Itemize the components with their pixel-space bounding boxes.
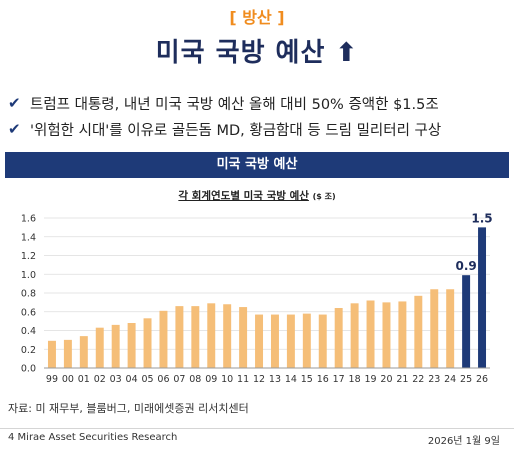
bullet-text: 트럼프 대통령, 내년 미국 국방 예산 올해 대비 50% 증액한 $1.5조: [30, 96, 439, 113]
bar: [79, 336, 88, 368]
chart-title: 각 회계연도별 미국 국방 예산 ($ 조): [0, 188, 514, 203]
chart-title-text: 각 회계연도별 미국 국방 예산: [178, 190, 309, 202]
bar: [111, 324, 120, 368]
y-tick-label: 1.2: [21, 251, 36, 262]
bar: [143, 318, 152, 368]
data-label: 0.9: [455, 259, 476, 273]
bar: [159, 310, 168, 368]
x-tick-label: 05: [141, 374, 153, 385]
bar: [47, 340, 56, 368]
x-tick-label: 21: [396, 374, 408, 385]
bar: [223, 304, 232, 368]
section-banner: 미국 국방 예산: [5, 152, 509, 178]
y-tick-label: 0.2: [21, 345, 36, 356]
x-tick-label: 17: [333, 374, 345, 385]
bar: [318, 314, 327, 368]
bar: [398, 301, 407, 368]
data-label: 1.5: [471, 211, 492, 225]
x-tick-label: 04: [126, 374, 138, 385]
bar: [350, 303, 359, 368]
x-tick-label: 07: [173, 374, 185, 385]
bullet-item: ✔ '위험한 시대'를 이유로 골든돔 MD, 황금함대 등 드림 밀리터리 구…: [8, 116, 508, 142]
chart-title-unit: ($ 조): [312, 192, 336, 201]
y-tick-label: 0.4: [21, 326, 36, 337]
x-tick-label: 08: [189, 374, 201, 385]
x-tick-label: 15: [301, 374, 313, 385]
x-tick-label: 18: [349, 374, 361, 385]
x-tick-label: 00: [62, 374, 74, 385]
y-tick-label: 1.4: [21, 232, 36, 243]
bullet-list: ✔ 트럼프 대통령, 내년 미국 국방 예산 올해 대비 50% 증액한 $1.…: [8, 90, 508, 142]
bar: [366, 300, 375, 368]
bar-chart: 0.0 0.2 0.4 0.6 0.8 1.0 1.2 1.4 1.6 99 00 01 02 03 04…: [21, 211, 493, 385]
data-labels: 0.9 1.5: [455, 211, 492, 273]
y-tick-label: 0.0: [21, 364, 36, 375]
x-axis-ticks: 99 00 01 02 03 04 05 06 07 08 09 10 11 12 13 14 15 16 17 18…: [46, 374, 488, 385]
bar: [462, 275, 471, 368]
x-tick-label: 26: [476, 374, 488, 385]
x-tick-label: 22: [412, 374, 424, 385]
bar: [255, 314, 264, 368]
bar: [446, 289, 455, 368]
page-title: 미국 국방 예산 ⬆: [155, 38, 359, 68]
bar: [95, 327, 104, 368]
y-axis-ticks: 0.0 0.2 0.4 0.6 0.8 1.0 1.2 1.4 1.6: [21, 214, 36, 375]
x-tick-label: 09: [205, 374, 217, 385]
bar: [302, 313, 311, 368]
bar: [239, 307, 248, 368]
bullet-item: ✔ 트럼프 대통령, 내년 미국 국방 예산 올해 대비 50% 증액한 $1.…: [8, 90, 508, 116]
bar: [270, 314, 279, 368]
grid-layer: [44, 217, 490, 369]
bar: [478, 227, 487, 368]
x-tick-label: 01: [78, 374, 90, 385]
x-tick-label: 03: [110, 374, 122, 385]
x-tick-label: 13: [269, 374, 281, 385]
bar: [63, 339, 72, 368]
x-tick-label: 16: [317, 374, 329, 385]
source-note: 자료: 미 재무부, 블룸버그, 미래에셋증권 리서치센터: [8, 402, 249, 415]
bar: [127, 323, 136, 368]
x-tick-label: 99: [46, 374, 58, 385]
bar: [382, 302, 391, 368]
bar: [334, 308, 343, 368]
x-tick-label: 06: [157, 374, 169, 385]
category-tag: [ 방산 ]: [229, 8, 285, 27]
page-footer: 4 Mirae Asset Securities Research 2026년 …: [0, 428, 514, 449]
x-tick-label: 20: [380, 374, 392, 385]
x-tick-label: 14: [285, 374, 297, 385]
bar: [286, 314, 295, 368]
x-tick-label: 02: [94, 374, 106, 385]
x-tick-label: 12: [253, 374, 265, 385]
bar: [430, 289, 439, 368]
x-tick-label: 19: [364, 374, 376, 385]
x-tick-label: 11: [237, 374, 249, 385]
bar: [191, 306, 200, 368]
footer-publisher: 4 Mirae Asset Securities Research: [8, 432, 178, 443]
y-tick-label: 0.8: [21, 289, 36, 300]
bar: [414, 295, 423, 368]
x-tick-label: 24: [444, 374, 456, 385]
y-tick-label: 1.6: [21, 214, 36, 225]
x-tick-label: 23: [428, 374, 440, 385]
bar: [175, 306, 184, 368]
bullet-text: '위험한 시대'를 이유로 골든돔 MD, 황금함대 등 드림 밀리터리 구상: [30, 122, 442, 139]
footer-date: 2026년 1월 9일: [427, 436, 500, 447]
bar-series: [47, 227, 487, 368]
y-tick-label: 0.6: [21, 307, 36, 318]
bar: [207, 303, 216, 368]
y-tick-label: 1.0: [21, 270, 36, 281]
x-tick-label: 25: [460, 374, 472, 385]
check-icon: ✔: [8, 120, 21, 138]
check-icon: ✔: [8, 94, 21, 112]
x-tick-label: 10: [221, 374, 233, 385]
